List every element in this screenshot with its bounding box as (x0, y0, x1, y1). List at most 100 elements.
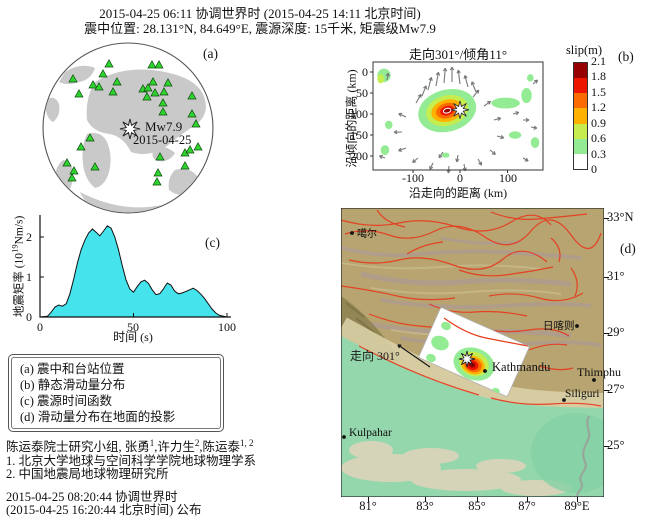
b-xtick-0: 0 (457, 171, 463, 185)
station-triangles (62, 59, 203, 186)
epicenter-date-label: 2015-04-25 (133, 133, 192, 147)
b-ytick-50: 50 (356, 86, 368, 100)
colorbar-tick-1.5: 1.5 (591, 84, 606, 99)
epicenter-magnitude-label: Mw7.9 (145, 119, 183, 134)
lat-tick (604, 333, 609, 335)
epicenter-star (119, 118, 141, 140)
colorbar-segment (574, 153, 587, 169)
c-xtick-50: 50 (127, 320, 139, 334)
b-ytick-0: 0 (362, 65, 368, 79)
panel-b-label: (b) (618, 49, 634, 64)
plain-patches (341, 441, 571, 496)
affiliation-2: 2. 中国地震局地球物理研究所 (6, 467, 169, 482)
colorbar-tick-0.9: 0.9 (591, 115, 606, 130)
affiliation-1: 1. 北京大学地球与空间科学学院地球物理学系 (6, 453, 257, 468)
panel-b-title: 走向301°/倾角11° (408, 47, 508, 62)
station-triangle (143, 83, 153, 92)
panel-a-label: (a) (203, 46, 218, 61)
panel-a-station-map (42, 42, 214, 214)
station-triangle (154, 60, 164, 69)
axis-ticks (39, 236, 228, 318)
authors-text-2: ,许力生 (154, 440, 195, 455)
station-triangle (153, 168, 163, 177)
east-plain (531, 413, 604, 493)
station-triangle (158, 107, 168, 116)
b-ytick-100: 100 (350, 107, 368, 121)
lat-label-33°N: 33°N (607, 210, 634, 224)
station-triangle (69, 166, 79, 175)
city-dot-Siliguri (562, 398, 566, 402)
legend-box: (a) 震中和台站位置 (b) 静态滑动量分布 (c) 震源时间函数 (d) 滑… (8, 354, 224, 432)
legend-item-a: (a) 震中和台站位置 (20, 362, 125, 376)
city-dot-Kulpahar (342, 435, 346, 439)
colorbar-segment (574, 63, 587, 79)
city-dots (342, 231, 596, 439)
city-label-Thimphu: Thimphu (577, 365, 621, 379)
lat-label-27°: 27° (607, 382, 625, 396)
author-sup-3: 1, 2 (240, 438, 254, 448)
city-label-Siliguri: Siliguri (565, 388, 600, 400)
station-triangle (148, 77, 158, 86)
panel-c-source-time-function (39, 215, 231, 318)
station-triangle (150, 88, 160, 97)
lat-tick (604, 218, 609, 220)
authors-text: 陈运泰院士研究小组, 张勇 (6, 440, 150, 455)
release-time-utc: 2015-04-25 08:20:44 协调世界时 (6, 489, 178, 504)
panel-d-label: (d) (620, 241, 636, 256)
station-triangle (62, 158, 72, 167)
header-epicenter-line: 震中位置: 28.131°N, 84.649°E, 震源深度: 15千米, 矩震… (84, 21, 436, 36)
colorbar-tick-1.2: 1.2 (591, 100, 606, 115)
axis-ticks (370, 71, 508, 173)
station-triangle (108, 87, 118, 96)
b-ytick-150: 150 (350, 128, 368, 142)
station-triangle (147, 60, 157, 69)
b-ytick-200: 200 (350, 149, 368, 163)
panel-c-label: (c) (205, 235, 220, 250)
city-label-噶尔: 噶尔 (357, 229, 377, 240)
station-triangle (85, 133, 95, 142)
station-triangle (158, 98, 168, 107)
header-time-line: 2015-04-25 06:11 协调世界时 (2015-04-25 14:11… (99, 6, 421, 21)
b-xtick-100: 100 (499, 171, 517, 185)
colorbar-tick-2.1: 2.1 (591, 54, 606, 68)
river (576, 415, 591, 497)
station-triangle (187, 109, 197, 118)
panel-b-xlabel: 沿走向的距离 (km) (408, 186, 508, 200)
colorbar-segment (574, 108, 587, 124)
colorbar-tick-0.6: 0.6 (591, 131, 606, 146)
lon-label-85°: 85° (468, 499, 486, 513)
lat-label-29°: 29° (607, 325, 625, 339)
city-dot-Thimphu (592, 378, 596, 382)
lon-tick (577, 497, 579, 502)
c-xtick-100: 100 (218, 320, 236, 334)
station-triangle (98, 69, 108, 78)
city-label-Kathmandu: Kathmandu (492, 360, 551, 374)
ylabel-prefix: 地震矩率 (10 (13, 252, 26, 318)
c-ytick-2: 2 (26, 230, 32, 244)
colorbar-segment (574, 123, 587, 139)
lon-tick (425, 497, 427, 502)
credits-block: 陈运泰院士研究小组, 张勇1,许力生2,陈运泰1, 2 1. 北京大学地球与空间… (6, 437, 256, 518)
lon-label-89°E: 89°E (564, 499, 590, 513)
station-triangle (104, 59, 114, 68)
panel-d-surface-map (341, 208, 604, 497)
station-triangle (187, 91, 197, 100)
colorbar-tick-0: 0 (591, 162, 597, 176)
lat-label-31°: 31° (607, 269, 625, 283)
colorbar-segment (574, 138, 587, 154)
panel-c-xlabel: 时间 (s) (113, 330, 153, 344)
panel-b-slip-map (370, 61, 544, 174)
author-sup-2: 2 (194, 438, 200, 448)
station-triangle (159, 87, 169, 96)
lon-label-87°: 87° (518, 499, 536, 513)
slip-contours (377, 68, 540, 158)
c-ytick-0: 0 (26, 310, 32, 324)
lon-tick (368, 497, 370, 502)
station-triangle (152, 177, 162, 186)
colorbar-title: slip(m) (565, 43, 603, 57)
lon-label-81°: 81° (359, 499, 377, 513)
epicenter-star-b (450, 100, 470, 119)
lat-tick (604, 390, 609, 392)
city-dot-噶尔 (350, 231, 354, 235)
station-triangle (68, 74, 78, 83)
